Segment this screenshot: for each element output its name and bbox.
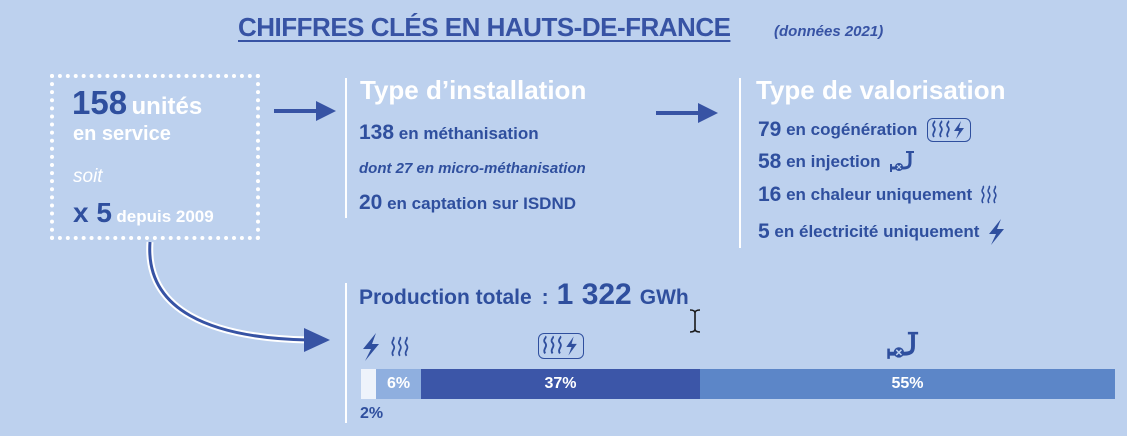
stat-value: 79 [758,118,782,141]
stat-value: 20 [359,191,383,214]
stat-value: 5 [758,220,770,243]
arrow-right-icon [274,101,336,121]
divider [739,78,741,248]
valorisation-item-cogeneration: 79 en cogénération [758,118,972,142]
stat-value: 58 [758,150,782,173]
cogeneration-icon [927,118,972,142]
bar-segment-electricity [361,369,376,399]
heat-icon [981,185,997,204]
cogeneration-icon [538,333,584,359]
divider [345,78,347,218]
growth-stat: x 5 depuis 2009 [73,197,214,229]
stat-label: en méthanisation [398,124,539,143]
electricity-share-label: 2% [360,405,384,422]
segment-label: 6% [386,375,411,392]
bar-segment-injection: 55% [700,369,1115,399]
bar-segment-cogeneration: 37% [421,369,700,399]
text-cursor-icon [689,309,701,333]
units-label: unités [131,93,203,120]
arrow-right-icon [656,103,718,123]
curved-arrow-icon [146,241,330,352]
in-service-label: en service [73,123,171,145]
installation-item-micro: dont 27 en micro-méthanisation [359,160,586,177]
divider [345,283,347,423]
production-label: Production totale [359,286,532,309]
valorisation-heading: Type de valorisation [756,75,1006,105]
segment-label: 37% [544,375,577,392]
bar-segment-heat: 6% [376,369,421,399]
page-title: CHIFFRES CLÉS EN HAUTS-DE-FRANCE [238,12,731,42]
valorisation-item-electricity: 5 en électricité uniquement [758,218,1007,246]
page-subtitle: (données 2021) [774,23,884,40]
stat-label: en chaleur uniquement [786,185,973,204]
production-stacked-bar: 6% 37% 55% [361,369,1115,399]
units-box [50,74,260,240]
production-unit: GWh [639,286,689,309]
stat-label: en électricité uniquement [774,222,980,241]
production-value: 1 322 [556,278,632,311]
heat-icon [391,336,409,357]
lightning-icon [989,219,1005,245]
segment-label: 55% [891,375,924,392]
production-colon: : [541,286,549,309]
production-total: Production totale : 1 322 GWh [359,278,689,312]
stat-label: en cogénération [786,120,918,139]
lightning-icon [363,333,379,361]
valorisation-item-injection: 58 en injection [758,150,917,174]
installation-item-isdnd: 20 en captation sur ISDND [359,191,576,215]
growth-since: depuis 2009 [116,207,214,226]
gas-pipe-icon [889,151,914,172]
units-count: 158 unités [72,84,202,122]
installation-heading: Type d’installation [360,75,587,105]
stat-label: en captation sur ISDND [387,194,577,213]
installation-item-methanisation: 138 en méthanisation [359,121,539,145]
gas-pipe-icon [887,331,919,359]
soit-label: soit [73,166,103,187]
stat-value: 138 [359,121,395,144]
valorisation-item-heat: 16 en chaleur uniquement [758,183,1000,207]
units-number: 158 [72,84,128,121]
stat-label: en injection [786,152,881,171]
growth-multiplier: x 5 [73,197,112,228]
stat-value: 16 [758,183,782,206]
